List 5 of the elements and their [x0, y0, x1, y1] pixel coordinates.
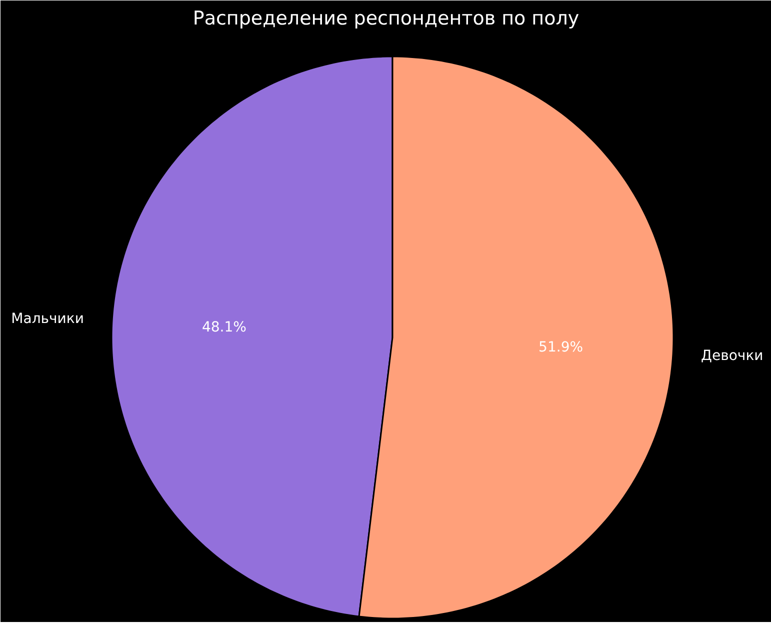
chart-title: Распределение респондентов по полу — [192, 8, 580, 30]
data-label: 51.9% — [538, 340, 584, 356]
data-label: 48.1% — [202, 319, 246, 336]
slice-label: Девочки — [701, 348, 764, 364]
slice-label: Мальчики — [11, 311, 84, 328]
